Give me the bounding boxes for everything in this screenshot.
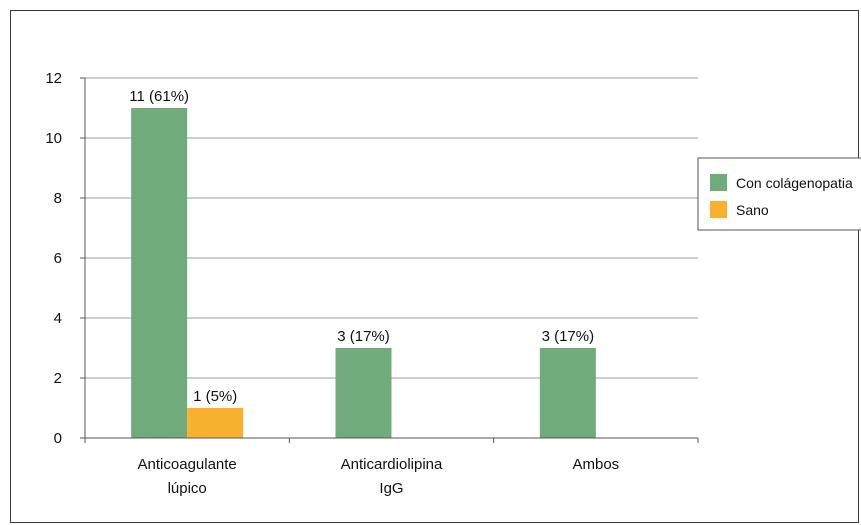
legend-label: Sano (736, 202, 769, 218)
data-label: 11 (61%) (129, 88, 189, 105)
y-tick-label: 2 (54, 370, 62, 387)
x-category-label: lúpico (168, 480, 207, 497)
data-labels: 11 (61%) 1 (5%) 3 (17%) 3 (17%) (129, 88, 594, 405)
x-category-label: Anticardiolipina (341, 456, 443, 473)
y-tick-label: 0 (54, 430, 62, 447)
legend-label: Con colágenopatia (736, 175, 853, 191)
x-axis: Anticoagulante lúpico Anticardiolipina IgG A… (84, 437, 699, 497)
data-label: 1 (5%) (193, 388, 237, 405)
bars (131, 108, 596, 438)
legend-swatch (710, 201, 727, 218)
x-category-label: IgG (379, 480, 403, 497)
legend-swatch (710, 174, 727, 191)
y-tick-label: 12 (45, 70, 62, 87)
data-label: 3 (17%) (542, 328, 595, 345)
y-axis: 0 2 4 6 8 10 12 (45, 70, 86, 447)
legend-box (697, 157, 861, 231)
y-tick-label: 6 (54, 250, 62, 267)
x-category-label: Anticoagulante (138, 456, 237, 473)
y-tick-label: 4 (54, 310, 62, 327)
legend: Con colágenopatia Sano (697, 157, 861, 231)
y-tick-label: 8 (54, 190, 62, 207)
bar (539, 348, 596, 438)
y-tick-label: 10 (45, 130, 62, 147)
bar (187, 408, 244, 438)
data-label: 3 (17%) (337, 328, 390, 345)
bar (335, 348, 392, 438)
x-category-label: Ambos (572, 456, 619, 473)
bar (131, 108, 188, 438)
